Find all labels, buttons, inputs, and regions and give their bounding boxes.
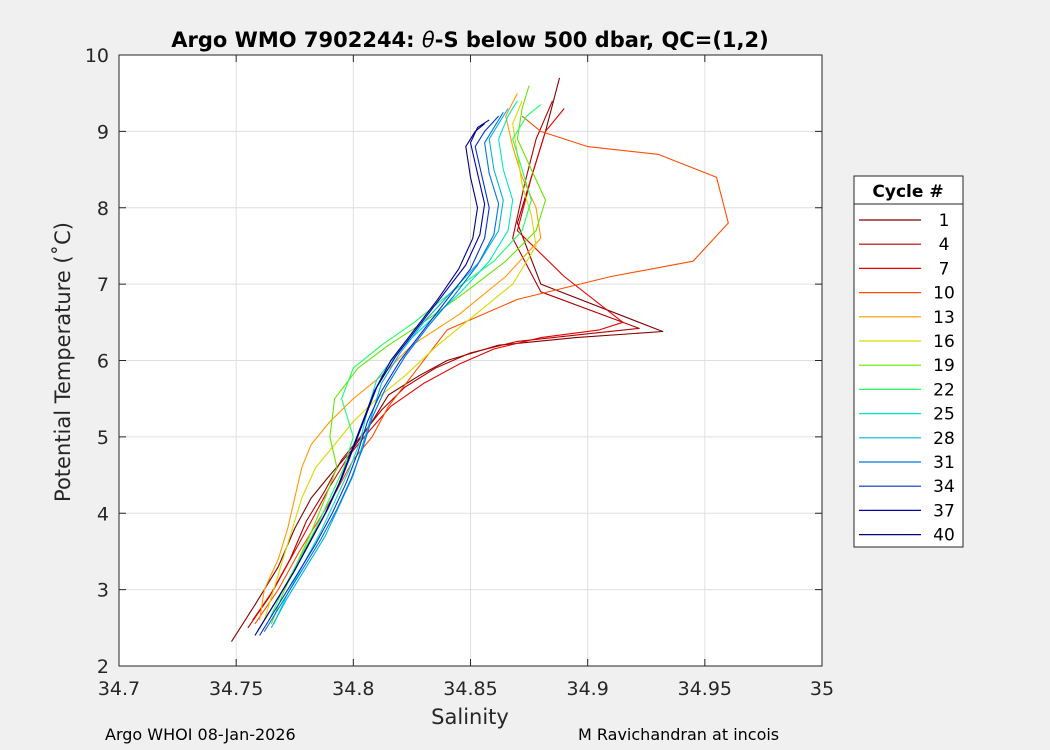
legend-label-cycle-37: 37 xyxy=(933,501,955,521)
series-line-cycle-22 xyxy=(268,104,542,621)
y-tick-label: 6 xyxy=(97,351,109,373)
legend-label-cycle-28: 28 xyxy=(933,429,955,449)
x-axis-label: Salinity xyxy=(431,705,509,729)
series-line-cycle-10 xyxy=(254,115,729,625)
x-tick-label: 35 xyxy=(810,678,834,700)
y-tick-label: 10 xyxy=(85,45,109,67)
legend-entries: 1 4 7 10 13 16 19 22 25 28 31 34 37 40 xyxy=(859,211,955,546)
legend-title: Cycle # xyxy=(872,182,943,202)
y-tick-label: 9 xyxy=(97,121,109,143)
series-line-cycle-28 xyxy=(270,108,509,629)
series-line-cycle-40 xyxy=(254,123,485,636)
series-line-cycle-31 xyxy=(263,112,504,632)
series-layer xyxy=(231,77,729,642)
footer-left-credit: Argo WHOI 08-Jan-2026 xyxy=(105,725,296,744)
x-tick-label: 34.7 xyxy=(98,678,140,700)
y-tick-label: 3 xyxy=(97,580,109,602)
x-tick-label: 34.9 xyxy=(567,678,609,700)
y-tick-label: 7 xyxy=(97,274,109,296)
series-line-cycle-4 xyxy=(247,100,640,629)
series-line-cycle-34 xyxy=(259,115,500,636)
legend-label-cycle-40: 40 xyxy=(933,526,955,546)
legend-label-cycle-25: 25 xyxy=(933,405,955,425)
legend-label-cycle-31: 31 xyxy=(933,453,955,473)
chart-title: Argo WMO 7902244: θ-S below 500 dbar, QC… xyxy=(171,28,768,52)
legend-label-cycle-16: 16 xyxy=(933,332,955,352)
legend: Cycle # 1 4 7 10 13 16 19 22 25 28 31 34 37 40 xyxy=(853,175,964,548)
legend-label-cycle-1: 1 xyxy=(939,211,950,231)
y-tick-label: 8 xyxy=(97,198,109,220)
legend-label-cycle-10: 10 xyxy=(933,284,955,304)
legend-box xyxy=(853,175,964,548)
legend-label-cycle-19: 19 xyxy=(933,356,955,376)
legend-label-cycle-7: 7 xyxy=(939,259,950,279)
series-line-cycle-1 xyxy=(231,77,664,642)
legend-label-cycle-22: 22 xyxy=(933,380,955,400)
legend-label-cycle-4: 4 xyxy=(939,235,950,255)
x-tick-label: 34.75 xyxy=(209,678,263,700)
x-tick-label: 34.95 xyxy=(678,678,732,700)
y-axis-label: Potential Temperature (˚C) xyxy=(51,222,75,502)
series-line-cycle-16 xyxy=(263,100,537,621)
x-tick-label: 34.8 xyxy=(332,678,374,700)
y-tick-label: 5 xyxy=(97,427,109,449)
series-line-cycle-7 xyxy=(252,108,624,621)
legend-label-cycle-13: 13 xyxy=(933,308,955,328)
y-tick-label: 2 xyxy=(97,656,109,678)
footer-right-credit: M Ravichandran at incois xyxy=(578,725,780,744)
x-tick-label: 34.85 xyxy=(443,678,497,700)
axis-ticks: 34.7 34.75 34.8 34.85 34.9 34.95 35 2 3 4 5 6 7 8 9 10 xyxy=(85,45,834,700)
y-tick-label: 4 xyxy=(97,503,109,525)
series-line-cycle-19 xyxy=(270,85,547,625)
legend-label-cycle-34: 34 xyxy=(933,477,955,497)
series-line-cycle-13 xyxy=(259,92,542,621)
